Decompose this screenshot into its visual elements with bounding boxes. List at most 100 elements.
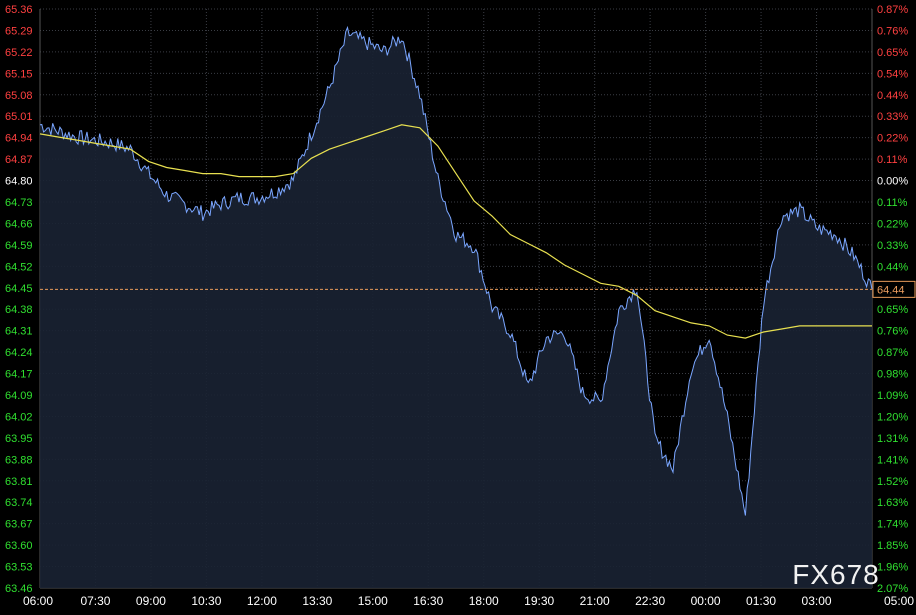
plot-area <box>39 25 873 588</box>
time-tick-label: 22:30 <box>635 594 665 608</box>
price-point <box>835 234 836 235</box>
average-point <box>112 146 113 147</box>
price-tick-label: 63.74 <box>5 497 33 509</box>
time-tick-label: 16:30 <box>413 594 443 608</box>
average-point <box>654 310 655 311</box>
price-tick-label: 64.38 <box>5 304 33 316</box>
percent-tick-label: 1.31% <box>877 433 908 445</box>
price-point <box>184 203 185 204</box>
average-point <box>57 136 58 137</box>
price-point <box>781 216 782 217</box>
average-line <box>39 124 872 339</box>
average-point <box>781 328 782 329</box>
average-point <box>275 176 276 177</box>
price-tick-label: 63.81 <box>5 476 33 488</box>
price-point <box>419 94 420 95</box>
price-tick-label: 65.01 <box>5 111 33 123</box>
price-tick-label: 65.22 <box>5 47 33 59</box>
average-point <box>799 325 800 326</box>
price-tick-label: 64.17 <box>5 369 33 381</box>
price-point <box>763 301 764 302</box>
price-point <box>636 286 637 287</box>
price-tick-label: 64.87 <box>5 154 33 166</box>
time-tick-label: 03:00 <box>802 594 832 608</box>
time-tick-label: 06:00 <box>23 594 53 608</box>
average-point <box>672 316 673 317</box>
average-point <box>853 325 854 326</box>
price-point <box>510 331 511 332</box>
percent-tick-label: 0.76% <box>877 25 908 37</box>
time-tick-label: 05:00 <box>884 594 914 608</box>
price-tick-label: 64.24 <box>5 347 33 359</box>
percent-tick-label: 0.87% <box>877 4 908 16</box>
percent-tick-label: 0.11% <box>877 154 908 166</box>
percent-axis: 0.87% 0.76% 0.65% 0.54% 0.44% 0.33% 0.22% 0.11%… <box>877 4 908 595</box>
price-point <box>220 203 221 204</box>
price-point <box>473 246 474 247</box>
average-point <box>528 243 529 244</box>
average-point <box>130 149 131 150</box>
price-point <box>293 179 294 180</box>
average-point <box>817 325 818 326</box>
average-point <box>365 136 366 137</box>
percent-tick-label: 0.33% <box>877 240 908 252</box>
price-tick-label: 64.59 <box>5 240 33 252</box>
average-point <box>184 170 185 171</box>
price-point <box>654 438 655 439</box>
price-point <box>94 139 95 140</box>
average-point <box>691 322 692 323</box>
percent-tick-label: 0.54% <box>877 68 908 80</box>
price-point <box>148 173 149 174</box>
percent-tick-label: 2.07% <box>877 583 908 595</box>
price-point <box>817 228 818 229</box>
percent-tick-label: 0.22% <box>877 133 908 145</box>
average-point <box>564 264 565 265</box>
average-point <box>546 252 547 253</box>
time-tick-label: 09:00 <box>136 594 166 608</box>
price-point <box>347 33 348 34</box>
price-point <box>256 197 257 198</box>
average-point <box>437 146 438 147</box>
average-point <box>401 124 402 125</box>
price-tick-label: 64.73 <box>5 197 33 209</box>
average-point <box>383 130 384 131</box>
percent-tick-label: 0.87% <box>877 347 908 359</box>
average-point <box>256 176 257 177</box>
percent-tick-label: 0.22% <box>877 218 908 230</box>
price-point <box>691 368 692 369</box>
average-point <box>455 173 456 174</box>
percent-tick-label: 1.63% <box>877 497 908 509</box>
price-tick-label: 63.60 <box>5 540 33 552</box>
percent-tick-label: 0.98% <box>877 369 908 381</box>
last-price-tag-label: 64.44 <box>877 284 905 296</box>
time-tick-label: 12:00 <box>247 594 277 608</box>
average-point <box>709 325 710 326</box>
average-point <box>745 338 746 339</box>
average-point <box>202 173 203 174</box>
percent-tick-label: 1.85% <box>877 540 908 552</box>
percent-tick-label: 0.76% <box>877 326 908 338</box>
average-point <box>220 173 221 174</box>
average-point <box>636 295 637 296</box>
price-point <box>329 88 330 89</box>
price-tick-label: 63.46 <box>5 583 33 595</box>
overlay: 64.44 <box>40 280 916 298</box>
price-tick-label: 64.45 <box>5 283 33 295</box>
price-point <box>727 417 728 418</box>
average-point <box>618 286 619 287</box>
average-point <box>835 325 836 326</box>
time-tick-label: 19:30 <box>524 594 554 608</box>
price-point <box>618 310 619 311</box>
price-tick-label: 64.52 <box>5 261 33 273</box>
percent-tick-label: 0.00% <box>877 176 908 188</box>
price-point <box>112 142 113 143</box>
price-point <box>166 194 167 195</box>
average-point <box>329 149 330 150</box>
average-point <box>94 142 95 143</box>
time-tick-label: 10:30 <box>191 594 221 608</box>
price-tick-label: 64.09 <box>5 390 33 402</box>
average-point <box>600 283 601 284</box>
price-point <box>745 514 746 515</box>
average-point <box>582 274 583 275</box>
